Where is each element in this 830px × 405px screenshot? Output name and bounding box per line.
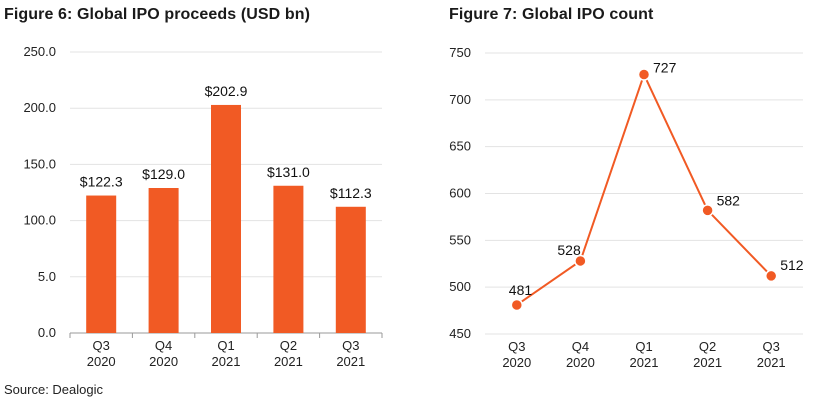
bar-data-label: $129.0 (142, 166, 185, 182)
bar-data-label: $202.9 (205, 83, 248, 99)
y-tick-label: 600 (449, 186, 471, 201)
point-data-label: 512 (780, 257, 804, 273)
bar-data-label: $122.3 (80, 174, 123, 190)
point-data-label: 481 (509, 282, 533, 298)
x-tick-label: 2021 (212, 354, 241, 369)
y-tick-label: 0.0 (38, 325, 56, 340)
x-tick-label: Q3 (342, 338, 359, 353)
figure-7-title: Figure 7: Global IPO count (449, 6, 654, 23)
x-tick-label: Q1 (635, 339, 652, 354)
data-point (574, 254, 587, 268)
bar-data-label: $131.0 (267, 164, 310, 180)
x-tick-label: Q4 (572, 339, 589, 354)
data-point (701, 204, 714, 217)
y-tick-label: 100.0 (23, 213, 56, 228)
y-tick-label: 750 (449, 45, 471, 60)
x-tick-label: Q2 (280, 338, 297, 353)
x-tick-label: Q3 (93, 338, 110, 353)
y-tick-label: 200.0 (23, 100, 56, 115)
bar-data-label: $112.3 (330, 185, 372, 201)
y-tick-label: 550 (449, 232, 471, 247)
x-tick-label: Q1 (217, 338, 234, 353)
x-tick-label: 2021 (757, 355, 786, 370)
bar (211, 104, 241, 333)
y-tick-label: 450 (449, 326, 471, 341)
y-tick-label: 700 (449, 92, 471, 107)
y-tick-label: 150.0 (23, 156, 56, 171)
x-tick-label: 2021 (336, 354, 365, 369)
bar (273, 185, 304, 333)
y-tick-label: 650 (449, 139, 471, 154)
x-tick-label: 2020 (502, 355, 531, 370)
x-tick-label: 2020 (566, 355, 595, 370)
y-tick-label: 500 (449, 279, 471, 294)
x-tick-label: 2021 (274, 354, 303, 369)
x-tick-label: Q3 (508, 339, 525, 354)
bar (86, 195, 117, 333)
x-tick-label: 2020 (149, 354, 178, 369)
ipo-proceeds-bar-chart: 0.05.0100.0150.0200.0250.0$122.3Q32020$1… (23, 44, 383, 369)
x-tick-label: 2021 (693, 355, 722, 370)
data-point (510, 298, 524, 312)
x-tick-label: Q4 (155, 338, 172, 353)
point-data-label: 582 (717, 192, 741, 208)
figure-6-title: Figure 6: Global IPO proceeds (USD bn) (4, 6, 311, 23)
x-tick-label: 2021 (630, 355, 659, 370)
x-tick-label: 2020 (87, 354, 116, 369)
bar (148, 188, 179, 333)
data-point (764, 269, 778, 283)
y-tick-label: 250.0 (23, 44, 56, 59)
series-line (516, 71, 772, 306)
data-point (637, 68, 651, 81)
point-data-label: 528 (557, 242, 581, 258)
bar (335, 206, 366, 333)
x-tick-label: Q3 (763, 339, 780, 354)
y-tick-label: 5.0 (38, 269, 56, 284)
point-data-label: 727 (653, 60, 677, 76)
source-note: Source: Dealogic (4, 382, 103, 397)
x-tick-label: Q2 (699, 339, 716, 354)
ipo-count-line-chart: 450500550600650700750481Q32020528Q420207… (449, 45, 804, 370)
